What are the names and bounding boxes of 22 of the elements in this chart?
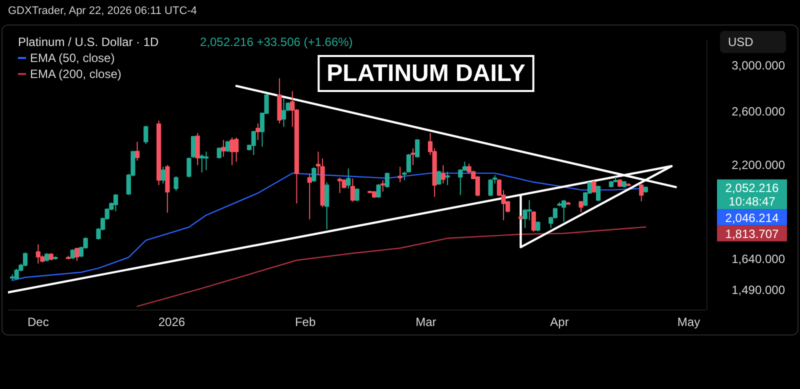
text: 10:48:47 [728, 194, 776, 208]
chart-title: Platinum / U.S. Dollar · 1D [18, 35, 160, 49]
y-tick-label: 1,490.000 [732, 282, 786, 297]
y-axis-title: USD [728, 35, 754, 49]
legend-label: EMA (200, close) [30, 67, 122, 81]
text: GDXTrader, Apr 22, 2026 06:11 UTC-4 [8, 5, 197, 17]
x-tick-label: May [677, 315, 700, 330]
y-tick-label: 1,640.000 [732, 252, 786, 266]
text: 2,052.216 [725, 180, 780, 195]
x-tick-label: Dec [27, 315, 49, 330]
x-tick-label: Feb [294, 315, 316, 330]
x-tick-label: Mar [416, 315, 436, 330]
text: 2,046.214 [725, 210, 780, 225]
x-tick-label: 2026 [158, 315, 186, 330]
annotation: PLATINUM DAILY [326, 60, 526, 87]
x-tick-label: Apr [550, 315, 569, 330]
y-tick-label: 3,000.000 [732, 58, 786, 72]
text: 1,813.707 [725, 226, 780, 241]
legend-label: EMA (50, close) [30, 51, 115, 65]
y-tick-label: 2,200.000 [732, 158, 786, 172]
chart-subtitle: 2,052.216 +33.506 (+1.66%) [200, 35, 353, 49]
y-tick-label: 2,600.000 [732, 104, 786, 118]
